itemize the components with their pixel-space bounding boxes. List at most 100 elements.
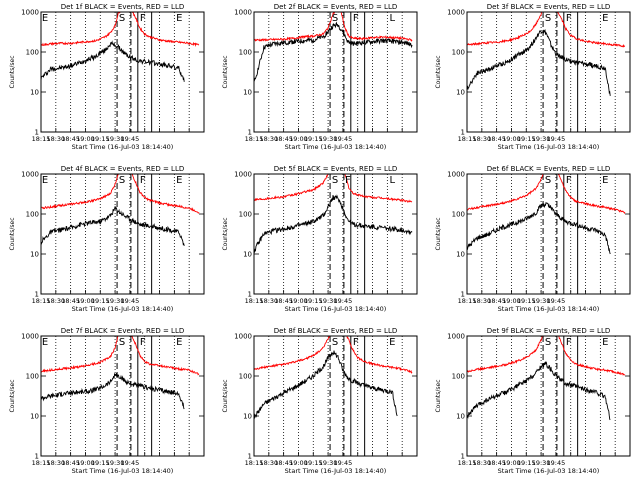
phase-marker-label: S [332,13,338,24]
y-axis-label: Counts/sec [9,379,16,412]
y-tick-label: 1 [248,129,252,137]
x-tick-label: 18:30 [259,459,278,467]
phase-marker-label: E [602,337,608,348]
y-tick-label: 10 [243,251,252,259]
chart-panel-3: Det 3f BLACK = Events, RED = LLD 1 10 100 10… [435,3,631,151]
x-tick-label: 19:00 [289,135,308,143]
y-axis-label: Counts/sec [435,55,442,88]
y-tick-label: 100 [452,373,465,381]
x-tick-label: 18:15 [32,459,51,467]
y-tick-label: 100 [26,49,39,57]
phase-marker-label: S [119,13,125,24]
x-tick-label: 18:45 [487,459,506,467]
y-tick-label: 1000 [447,333,465,341]
phase-marker-label: S [332,175,338,186]
x-tick-label: 19:00 [76,135,95,143]
chart-panel-2: Det 2f BLACK = Events, RED = LLD 1 10 100 10… [222,3,418,151]
x-axis-label: Start Time (16-Jul-03 18:14:40) [498,305,600,313]
plot-frame [253,335,418,457]
x-tick-label: 18:45 [274,297,293,305]
x-tick-label: 19:00 [502,459,521,467]
x-tick-label: 18:30 [46,135,65,143]
plot-frame [40,173,205,295]
chart-panel-6: Det 6f BLACK = Events, RED = LLD 1 10 100 10… [435,165,631,313]
x-tick-label: 18:15 [245,459,264,467]
series-lld-line [467,174,626,215]
x-tick-label: 19:15 [91,135,110,143]
x-axis-label: Start Time (16-Jul-03 18:14:40) [72,467,174,475]
plot-frame [40,335,205,457]
phase-marker-label: S [119,337,125,348]
panel-title: Det 6f BLACK = Events, RED = LLD [487,165,610,173]
x-tick-label: 18:45 [487,135,506,143]
x-tick-label: 19:30 [106,297,125,305]
phase-marker-label: S [119,175,125,186]
x-tick-label: 18:45 [274,135,293,143]
y-axis-label: Counts/sec [435,379,442,412]
phase-marker-label: F [140,13,146,24]
x-tick-label: 19:45 [547,135,566,143]
y-tick-label: 10 [243,413,252,421]
phase-marker-label: L [390,13,396,24]
phase-marker-label: F [140,175,146,186]
x-tick-label: 18:45 [61,297,80,305]
phase-marker-label: E [42,337,48,348]
x-tick-label: 18:15 [458,135,477,143]
y-tick-label: 1000 [447,9,465,17]
x-tick-label: 19:15 [91,459,110,467]
x-tick-label: 18:30 [472,135,491,143]
panel-title: Det 7f BLACK = Events, RED = LLD [61,327,184,335]
x-tick-label: 19:30 [319,297,338,305]
x-tick-label: 19:30 [106,459,125,467]
phase-marker-label: S [545,337,551,348]
phase-marker-label: S [545,175,551,186]
y-tick-label: 100 [26,211,39,219]
series-events-line [254,350,398,420]
x-tick-label: 19:30 [532,459,551,467]
phase-marker-label: E [389,337,395,348]
plot-frame [466,335,631,457]
x-axis-label: Start Time (16-Jul-03 18:14:40) [72,305,174,313]
y-tick-label: 10 [456,89,465,97]
phase-marker-label: E [602,13,608,24]
phase-marker-label: F [566,175,572,186]
x-tick-label: 19:45 [121,459,140,467]
x-tick-label: 18:15 [32,297,51,305]
plot-frame [466,11,631,133]
y-tick-label: 1 [248,453,252,461]
y-axis-label: Counts/sec [435,217,442,250]
x-tick-label: 18:30 [472,297,491,305]
plot-frame [253,11,418,133]
phase-marker-label: F [353,337,359,348]
x-tick-label: 18:45 [61,459,80,467]
x-tick-label: 19:00 [289,459,308,467]
x-tick-label: 18:30 [259,135,278,143]
phase-marker-label: F [140,337,146,348]
x-tick-label: 19:15 [91,297,110,305]
phase-marker-label: E [176,337,182,348]
chart-panel-4: Det 4f BLACK = Events, RED = LLD 1 10 100 10… [9,165,205,313]
y-tick-label: 1000 [447,171,465,179]
x-axis-label: Start Time (16-Jul-03 18:14:40) [285,143,387,151]
x-tick-label: 18:15 [458,459,477,467]
x-tick-label: 19:00 [289,297,308,305]
phase-marker-label: E [42,175,48,186]
phase-marker-label: E [176,175,182,186]
phase-marker-label: F [353,13,359,24]
y-tick-label: 10 [30,89,39,97]
x-tick-label: 19:15 [517,297,536,305]
series-events-line [467,201,611,255]
x-tick-label: 19:30 [106,135,125,143]
y-tick-label: 100 [239,49,252,57]
y-tick-label: 1 [35,129,39,137]
y-tick-label: 1 [248,291,252,299]
x-tick-label: 18:15 [458,297,477,305]
y-axis-label: Counts/sec [222,217,229,250]
x-tick-label: 18:30 [259,297,278,305]
y-tick-label: 1000 [234,9,252,17]
x-tick-label: 19:00 [76,459,95,467]
series-lld-line [254,174,413,203]
x-tick-label: 18:45 [487,297,506,305]
y-tick-label: 1 [461,453,465,461]
